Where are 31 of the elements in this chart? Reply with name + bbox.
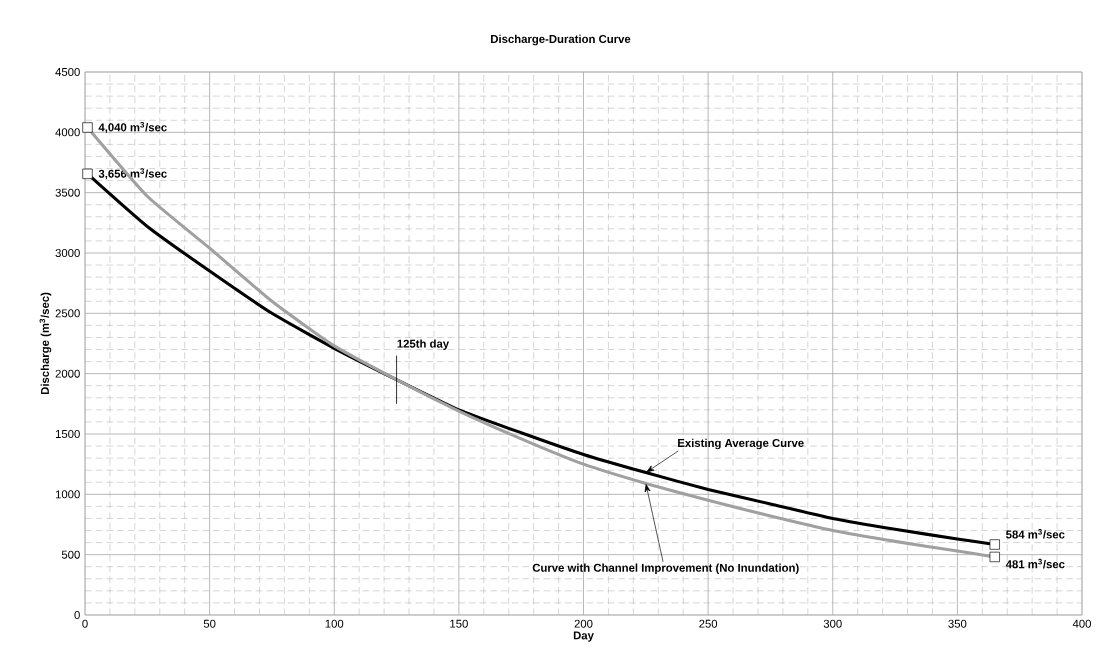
- y-tick-label: 2000: [55, 369, 80, 378]
- x-axis-title: Day: [573, 631, 594, 642]
- y-tick-label: 3000: [55, 248, 80, 257]
- y-tick-label: 0: [74, 610, 80, 619]
- data-label: 4,040 m$^{3}$/sec: [98, 121, 167, 134]
- x-tick-label: 0: [82, 619, 88, 628]
- annotation: 125th day: [397, 339, 450, 350]
- y-tick-label: 3500: [55, 188, 80, 197]
- y-tick-label: 1000: [55, 490, 80, 499]
- point: [82, 168, 93, 179]
- y-tick-label: 4000: [55, 128, 80, 137]
- data-label: 3,656 m$^{3}$/sec: [98, 168, 167, 180]
- y-tick-label: 1500: [55, 429, 80, 438]
- data-label: 481 m$^{3}$/sec: [1005, 558, 1065, 569]
- y-tick-label: 500: [61, 550, 80, 559]
- x-tick-label: 250: [699, 619, 718, 628]
- x-tick-label: 50: [203, 619, 216, 628]
- y-axis-title: Discharge (m$^{3}$/sec): [39, 292, 52, 395]
- x-tick-label: 150: [450, 619, 468, 628]
- x-tick-label: 200: [574, 619, 593, 628]
- x-tick-label: 100: [325, 619, 344, 628]
- point: [989, 539, 1000, 550]
- y-tick-label: 4500: [55, 67, 80, 76]
- data-label: 584 m$^{3}$/sec: [1006, 529, 1065, 539]
- chart-title: Discharge-Duration Curve: [491, 34, 631, 46]
- text: Curve with Channel Improvement (No Inundation): [532, 563, 799, 575]
- x-tick-label: 350: [948, 619, 967, 628]
- x-tick-label: 300: [823, 619, 842, 628]
- text: Existing Average Curve: [678, 438, 804, 450]
- y-tick-label: 2500: [55, 309, 80, 318]
- x-tick-label: 400: [1072, 619, 1091, 628]
